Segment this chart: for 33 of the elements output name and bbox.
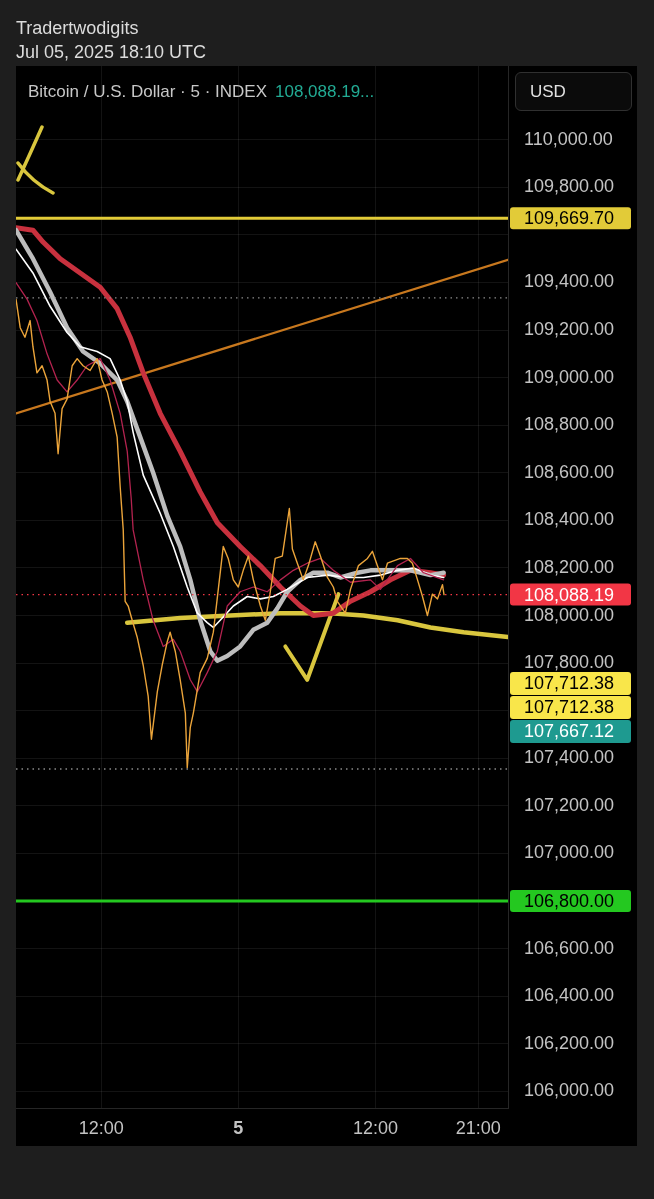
y-tick-label: 108,800.00 [524,414,615,435]
y-tick-label: 109,800.00 [524,176,615,197]
y-tick-label: 107,000.00 [524,842,615,863]
text: Tradertwodigits [16,17,140,40]
ref-line-label: 106,800.00 [524,891,615,911]
y-tick-label: 106,400.00 [524,985,615,1006]
y-tick-label: 106,200.00 [524,1032,615,1053]
y-tick-label: 108,000.00 [524,604,615,625]
text: Bitcoin / U.S. Dollar · 5 · INDEX [28,82,268,101]
y-tick-label: 108,600.00 [524,461,615,482]
text: 107,712.38 [510,672,631,695]
y-tick-label: 107,200.00 [524,794,615,815]
y-tick-label: 107,400.00 [524,747,615,768]
y-tick-label: 107,800.00 [524,652,615,673]
ref-line-label: 108,088.19 [524,584,615,605]
y-tick-label: 108,200.00 [524,556,615,577]
y-tick-label: 106,000.00 [524,1080,615,1101]
y-axis-title: USD [515,72,632,111]
y-tick-label: 106,600.00 [524,937,615,958]
y-tick-label: 109,000.00 [524,366,615,387]
x-tick-label: 5 [233,1117,244,1138]
text: 108,088.19... [275,82,375,101]
text: 107,667.12 [510,720,631,743]
ref-line-label: 109,669.70 [524,208,615,229]
y-tick-label: 110,000.00 [524,128,613,149]
y-tick-label: 109,200.00 [524,319,615,340]
y-tick-label: 109,400.00 [524,271,615,292]
x-tick-label: 21:00 [455,1117,501,1138]
text: Jul 05, 2025 18:10 UTC [16,41,207,64]
text: 107,712.38 [510,696,631,719]
x-tick-label: 12:00 [78,1117,124,1138]
x-tick-label: 12:00 [352,1117,398,1138]
y-tick-label: 108,400.00 [524,509,615,530]
